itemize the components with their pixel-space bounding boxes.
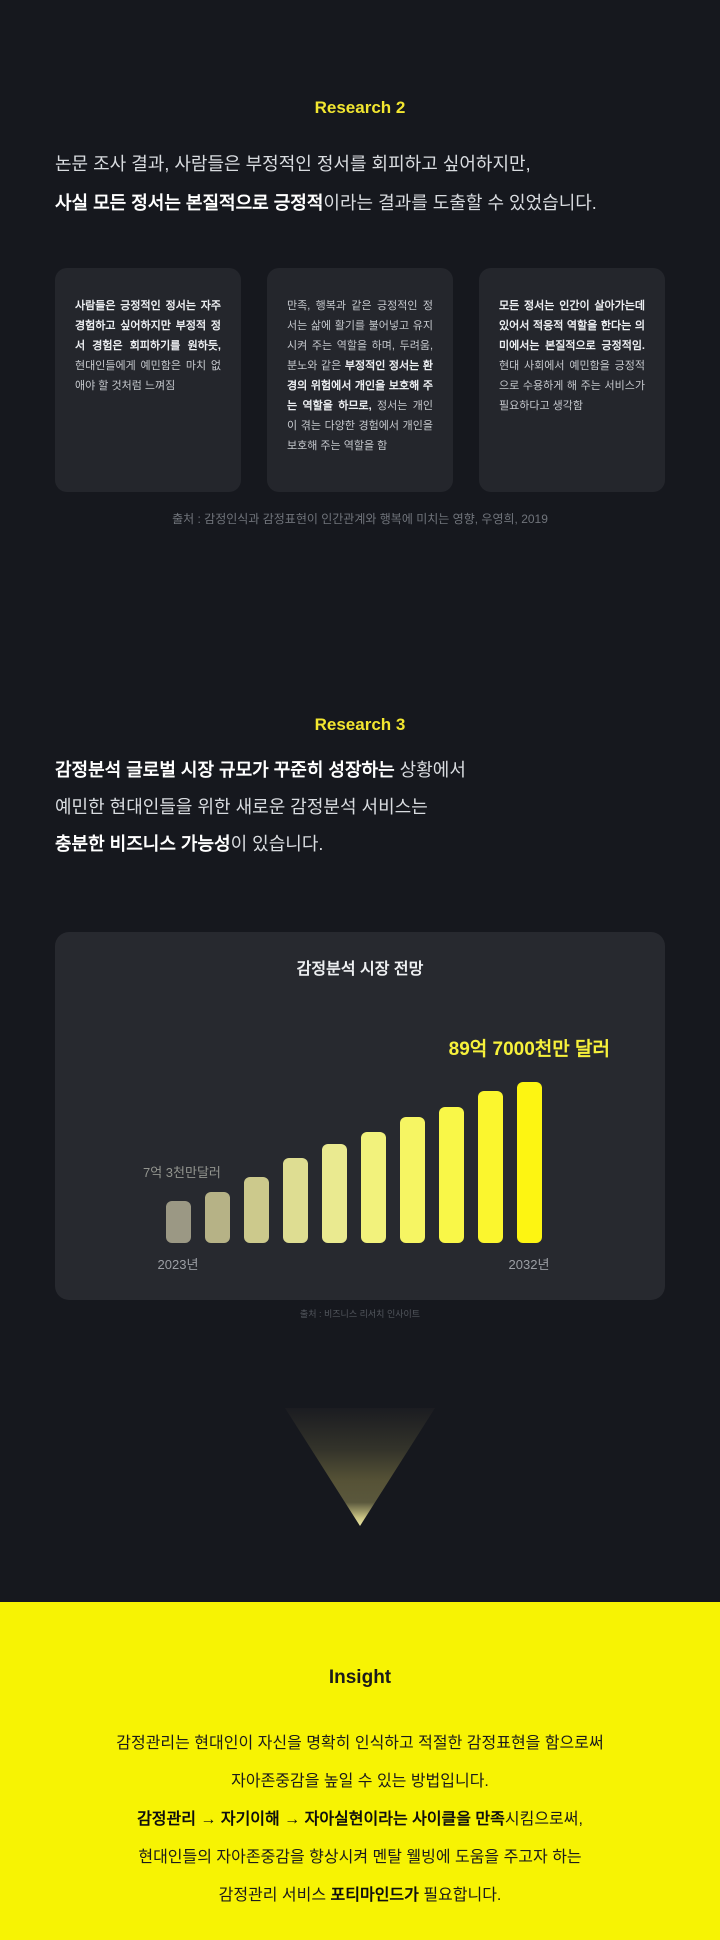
- insight-line3-bold: 감정관리 → 자기이해 → 자아실현이라는 사이클을 만족: [137, 1811, 505, 1828]
- insight-title: Insight: [328, 1667, 392, 1688]
- insight-line5-pre: 감정관리 서비스: [218, 1887, 331, 1904]
- research3-lead-line3-bold: 충분한 비즈니스 가능성: [55, 834, 231, 854]
- insight-line3-rest: 시킴으로써,: [504, 1811, 583, 1828]
- insight-section: Insight 감정관리는 현대인이 자신을 명확히 인식하고 적절한 감정표현…: [0, 1602, 720, 1940]
- card2-pre-text: 만족, 행복과 같은 긍정적인 정서는 삶에 활기를 불어넣고 유지시켜 주는 …: [287, 300, 433, 372]
- card3-bold-text: 모든 정서는 인간이 살아가는데 있어서 적응적 역할을 한다는 의미에서는 본…: [499, 300, 645, 352]
- research3-lead: 감정분석 글로벌 시장 규모가 꾸준히 성장하는 상황에서 예민한 현대인들을 …: [55, 752, 665, 863]
- research2-card-2: 만족, 행복과 같은 긍정적인 정서는 삶에 활기를 불어넣고 유지시켜 주는 …: [267, 268, 453, 492]
- insight-line5-bold: 포티마인드가: [330, 1887, 419, 1904]
- insight-line1: 감정관리는 현대인이 자신을 명확히 인식하고 적절한 감정표현을 함으로써: [116, 1735, 604, 1752]
- insight-line5-rest: 필요합니다.: [418, 1887, 502, 1904]
- research2-lead-line2-rest: 이라는 결과를 도출할 수 있었습니다.: [323, 193, 597, 213]
- bar-2032년: [517, 1082, 542, 1243]
- market-forecast-chart-card: 감정분석 시장 전망 89억 7000천만 달러 7억 3천만달러 2023년 …: [55, 932, 665, 1300]
- bar-2026년: [283, 1158, 308, 1243]
- bar-2030년: [439, 1107, 464, 1243]
- card3-rest-text: 현대 사회에서 예민함을 긍정적으로 수용하게 해 주는 서비스가 필요하다고 …: [499, 360, 645, 412]
- research3-lead-line1-rest: 상황에서: [394, 760, 466, 780]
- insight-line4: 현대인들의 자아존중감을 향상시켜 멘탈 웰빙에 도움을 주고자 하는: [138, 1849, 582, 1866]
- research3-lead-line3-rest: 이 있습니다.: [230, 834, 324, 854]
- bar-2027년: [322, 1144, 347, 1243]
- chart-max-value-label: 89억 7000천만 달러: [448, 1039, 610, 1060]
- research2-lead-line2-bold: 사실 모든 정서는 본질적으로 긍정적: [55, 193, 324, 213]
- x-axis-label-2023: 2023년: [157, 1257, 199, 1272]
- research2-lead-line1: 논문 조사 결과, 사람들은 부정적인 정서를 회피하고 싶어하지만,: [55, 154, 531, 174]
- bar-series: [166, 1082, 542, 1243]
- chart-source-caption: 출처 : 비즈니스 리서치 인사이트: [299, 1309, 421, 1319]
- card1-bold-text: 사람들은 긍정적인 정서는 자주 경험하고 싶어하지만 부정적 정서 경험은 회…: [75, 300, 221, 352]
- research3-title: Research 3: [314, 715, 406, 734]
- research2-source-caption: 출처 : 감정인식과 감정표현이 인간관계와 행복에 미치는 영향, 우영희, …: [172, 512, 548, 526]
- bar-2028년: [361, 1132, 386, 1243]
- funnel-triangle-graphic: [285, 1408, 435, 1526]
- x-axis-label-2032: 2032년: [508, 1257, 550, 1272]
- research3-lead-line2: 예민한 현대인들을 위한 새로운 감정분석 서비스는: [55, 797, 428, 817]
- insight-line2: 자아존중감을 높일 수 있는 방법입니다.: [231, 1773, 489, 1790]
- research3-lead-line1-bold: 감정분석 글로벌 시장 규모가 꾸준히 성장하는: [55, 760, 395, 780]
- card2-rest-text: 정서는 개인이 겪는 다양한 경험에서 개인을 보호해 주는 역할을 함: [287, 400, 434, 452]
- bar-2031년: [478, 1091, 503, 1243]
- card2-bold-text: 부정적인 정서는 환경의 위험에서 개인을 보호해 주는 역할을 하므로,: [287, 360, 434, 412]
- bar-2024년: [205, 1192, 230, 1243]
- bar-2029년: [400, 1117, 425, 1243]
- research2-card-3: 모든 정서는 인간이 살아가는데 있어서 적응적 역할을 한다는 의미에서는 본…: [479, 268, 665, 492]
- research2-cards: 사람들은 긍정적인 정서는 자주 경험하고 싶어하지만 부정적 정서 경험은 회…: [55, 268, 665, 492]
- chart-title: 감정분석 시장 전망: [296, 961, 424, 978]
- bar-2025년: [244, 1177, 269, 1243]
- card1-rest-text: 현대인들에게 예민함은 마치 없애야 할 것처럼 느껴짐: [75, 360, 221, 392]
- research2-lead: 논문 조사 결과, 사람들은 부정적인 정서를 회피하고 싶어하지만, 사실 모…: [55, 145, 665, 223]
- content-column: Research 2 논문 조사 결과, 사람들은 부정적인 정서를 회피하고 …: [55, 0, 665, 1320]
- bar-2023년: [166, 1201, 191, 1243]
- insight-body: 감정관리는 현대인이 자신을 명확히 인식하고 적절한 감정표현을 함으로써 자…: [0, 1725, 720, 1915]
- chart-min-value-label: 7억 3천만달러: [143, 1165, 221, 1180]
- research2-card-1: 사람들은 긍정적인 정서는 자주 경험하고 싶어하지만 부정적 정서 경험은 회…: [55, 268, 241, 492]
- research2-title: Research 2: [314, 98, 406, 117]
